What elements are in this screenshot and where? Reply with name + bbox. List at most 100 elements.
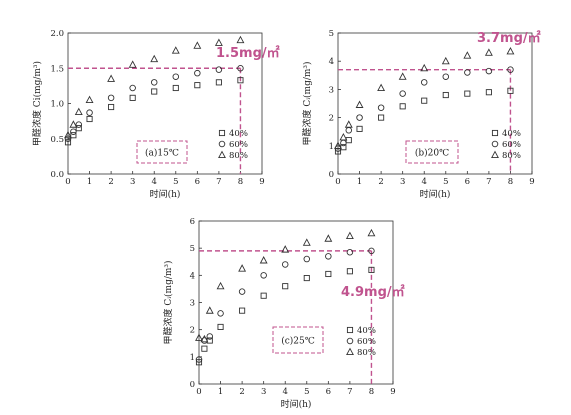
data-point-60pct (378, 105, 384, 111)
data-point-80pct (340, 134, 346, 140)
legend-label: 80% (502, 151, 521, 161)
plot-frame (199, 221, 393, 384)
x-axis-label: 时间(h) (281, 398, 312, 410)
x-tick-label: 0 (65, 177, 70, 187)
data-point-40pct (87, 116, 92, 121)
chart-panel-c: 01234567890123456时间(h)甲醛浓度 Cᵢ(mg/m³)4.9m… (162, 217, 405, 410)
y-axis-label: 甲醛浓度 Cᵢ(mg/m³) (301, 61, 313, 145)
x-tick-label: 8 (369, 387, 374, 397)
legend-marker (347, 327, 352, 332)
y-tick-label: 0.5 (50, 135, 64, 145)
y-tick-label: 1.0 (50, 100, 64, 110)
y-tick-label: 3 (329, 85, 334, 95)
legend-label: 40% (357, 326, 376, 336)
y-tick-label: 1 (190, 353, 195, 363)
y-tick-label: 0 (190, 380, 195, 390)
x-tick-label: 4 (152, 177, 157, 187)
data-point-60pct (346, 127, 352, 133)
data-point-80pct (282, 246, 288, 252)
data-point-80pct (443, 58, 449, 64)
data-point-80pct (399, 73, 405, 79)
data-point-40pct (216, 80, 221, 85)
data-point-80pct (378, 85, 384, 91)
y-tick-label: 1 (329, 142, 334, 152)
x-tick-label: 4 (283, 387, 288, 397)
legend-marker (492, 130, 497, 135)
data-point-40pct (173, 85, 178, 90)
data-point-80pct (173, 47, 179, 53)
legend-label: 60% (502, 140, 521, 150)
data-point-60pct (216, 67, 222, 73)
data-point-80pct (486, 49, 492, 55)
data-point-60pct (71, 129, 77, 135)
data-point-80pct (356, 102, 362, 108)
panel-label: (b)20℃ (415, 148, 449, 159)
legend-marker (347, 349, 353, 355)
y-tick-label: 5 (190, 244, 195, 254)
data-point-60pct (421, 80, 427, 86)
data-point-60pct (357, 115, 363, 121)
x-axis-label: 时间(h) (420, 188, 451, 200)
data-point-40pct (326, 271, 331, 276)
y-tick-label: 5 (329, 29, 334, 39)
data-point-60pct (87, 110, 93, 116)
data-point-60pct (76, 122, 82, 128)
data-point-80pct (507, 48, 513, 54)
data-point-40pct (109, 104, 114, 109)
x-tick-label: 0 (196, 387, 201, 397)
y-tick-label: 0.0 (50, 170, 64, 180)
data-point-80pct (194, 42, 200, 48)
data-point-40pct (400, 104, 405, 109)
x-tick-label: 1 (357, 177, 362, 187)
data-point-40pct (283, 284, 288, 289)
data-point-60pct (108, 95, 114, 101)
data-point-40pct (422, 98, 427, 103)
concentration-annotation: 4.9mg/㎡ (341, 284, 405, 300)
y-tick-label: 3 (190, 299, 195, 309)
data-point-60pct (173, 74, 179, 80)
x-tick-label: 5 (443, 177, 448, 187)
panel-label: (c)25℃ (281, 336, 315, 347)
data-point-40pct (152, 89, 157, 94)
x-tick-label: 0 (335, 177, 340, 187)
data-point-60pct (151, 80, 157, 86)
x-tick-label: 6 (465, 177, 470, 187)
data-point-40pct (465, 91, 470, 96)
legend-marker (219, 130, 224, 135)
data-point-80pct (108, 75, 114, 81)
concentration-annotation: 1.5mg/㎡ (216, 45, 280, 61)
y-axis-label: 甲醛浓度 Ci(mg/m³) (31, 61, 43, 146)
y-tick-label: 2 (329, 114, 334, 124)
data-point-60pct (207, 334, 213, 340)
data-point-40pct (202, 346, 207, 351)
x-tick-label: 5 (173, 177, 178, 187)
data-point-80pct (129, 61, 135, 67)
x-tick-label: 6 (195, 177, 200, 187)
data-point-60pct (326, 254, 332, 260)
x-tick-label: 7 (347, 387, 352, 397)
x-tick-label: 2 (239, 387, 244, 397)
y-tick-label: 6 (190, 217, 195, 227)
x-tick-label: 2 (378, 177, 383, 187)
data-point-80pct (216, 39, 222, 45)
chart-panel-a: 01234567890.00.51.01.52.0时间(h)甲醛浓度 Ci(mg… (31, 29, 280, 200)
data-point-80pct (260, 257, 266, 263)
data-point-80pct (76, 109, 82, 115)
data-point-60pct (400, 91, 406, 97)
x-tick-label: 4 (422, 177, 427, 187)
data-point-40pct (304, 275, 309, 280)
y-tick-label: 4 (190, 271, 195, 281)
y-tick-label: 0 (329, 170, 334, 180)
legend-marker (219, 152, 225, 158)
data-point-80pct (421, 65, 427, 71)
legend-marker (492, 152, 498, 158)
x-axis-label: 时间(h) (150, 188, 181, 200)
x-tick-label: 9 (390, 387, 395, 397)
data-point-80pct (86, 97, 92, 103)
x-tick-label: 6 (326, 387, 331, 397)
legend-label: 60% (357, 337, 376, 347)
y-tick-label: 1.5 (50, 64, 64, 74)
y-tick-label: 4 (329, 57, 334, 67)
legend-marker (219, 141, 225, 147)
x-tick-label: 2 (108, 177, 113, 187)
